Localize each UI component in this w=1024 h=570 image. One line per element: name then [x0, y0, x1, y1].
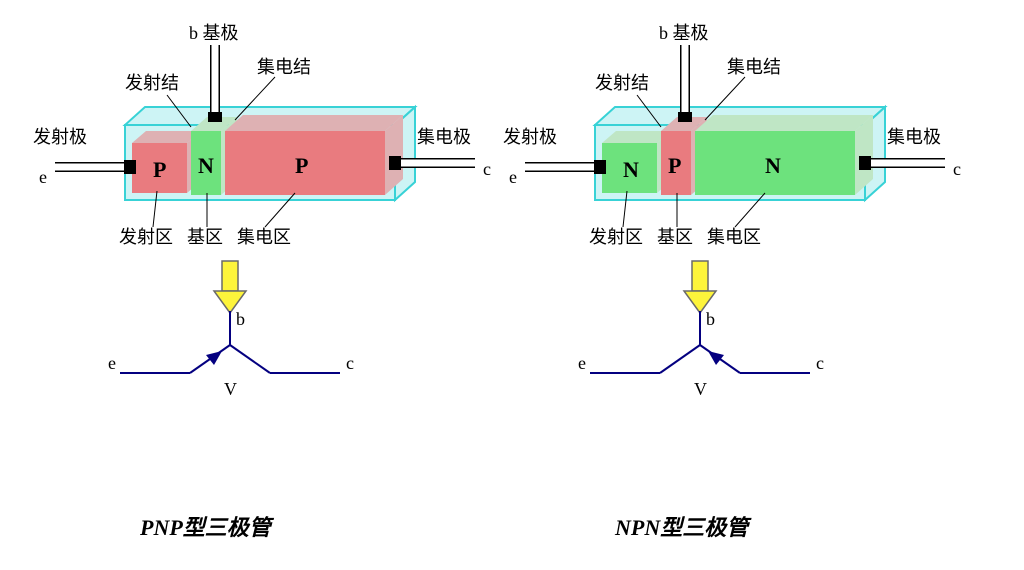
svg-text:b: b: [236, 309, 245, 329]
svg-text:P: P: [153, 157, 166, 182]
svg-text:发射极: 发射极: [503, 127, 557, 147]
svg-text:c: c: [953, 159, 961, 179]
svg-text:集电极: 集电极: [417, 127, 471, 147]
svg-text:发射极: 发射极: [33, 127, 87, 147]
svg-text:e: e: [39, 167, 47, 187]
svg-text:c: c: [346, 353, 354, 373]
svg-text:c: c: [483, 159, 491, 179]
svg-text:P: P: [295, 153, 308, 178]
svg-text:e: e: [108, 353, 116, 373]
svg-text:发射区: 发射区: [589, 227, 643, 247]
svg-text:基区: 基区: [657, 227, 693, 247]
svg-text:集电结: 集电结: [257, 57, 311, 77]
svg-text:V: V: [694, 379, 707, 399]
svg-text:发射区: 发射区: [119, 227, 173, 247]
svg-text:集电结: 集电结: [727, 57, 781, 77]
svg-text:N: N: [623, 157, 639, 182]
svg-text:发射结: 发射结: [125, 73, 179, 93]
svg-text:b 基极: b 基极: [189, 23, 239, 43]
svg-text:发射结: 发射结: [595, 73, 649, 93]
svg-text:N: N: [765, 153, 781, 178]
diagram-canvas: PNPb 基极集电结发射结发射极e集电极c发射区基区集电区becVNPNb 基极…: [0, 0, 1024, 570]
svg-text:N: N: [198, 153, 214, 178]
svg-text:c: c: [816, 353, 824, 373]
svg-text:b: b: [706, 309, 715, 329]
svg-text:集电极: 集电极: [887, 127, 941, 147]
svg-text:V: V: [224, 379, 237, 399]
svg-text:e: e: [578, 353, 586, 373]
svg-text:集电区: 集电区: [237, 227, 291, 247]
pnp-title: PNP型三极管: [140, 510, 271, 542]
svg-text:b 基极: b 基极: [659, 23, 709, 43]
npn-title: NPN型三极管: [615, 510, 748, 542]
svg-text:集电区: 集电区: [707, 227, 761, 247]
svg-text:P: P: [668, 153, 681, 178]
svg-text:基区: 基区: [187, 227, 223, 247]
svg-text:e: e: [509, 167, 517, 187]
